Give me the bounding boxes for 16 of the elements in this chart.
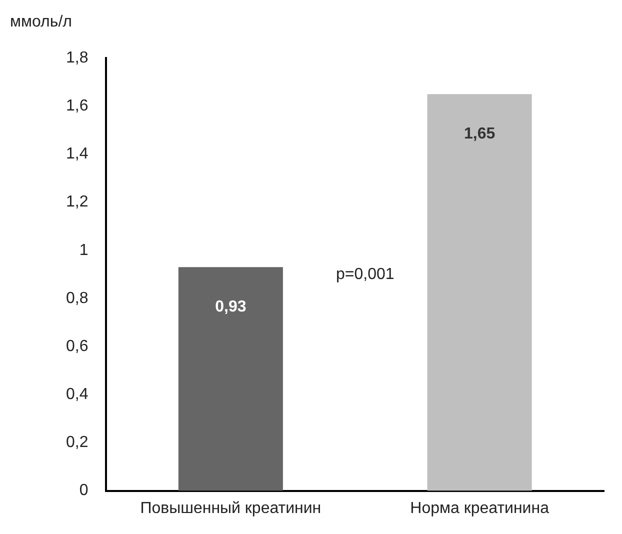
x-tick-label: Норма креатинина — [410, 500, 550, 517]
y-tick-label: 0,2 — [66, 434, 88, 452]
y-tick-label: 1,6 — [66, 97, 88, 114]
y-tick-label: 1,8 — [66, 49, 88, 66]
y-tick-label: 0,6 — [66, 338, 88, 355]
x-tick-label: Повышенный креатинин — [140, 500, 322, 517]
data-label: 1,65 — [464, 125, 496, 142]
y-tick-label: 1 — [79, 242, 88, 259]
y-tick-label: 1,4 — [66, 146, 88, 163]
annotation: p=0,001 — [336, 266, 394, 283]
y-tick-label: 1,2 — [66, 194, 88, 211]
data-label: 0,93 — [215, 298, 246, 316]
y-tick-label: 0,4 — [66, 386, 88, 404]
y-tick-label: 0 — [79, 482, 88, 500]
y-tick-label: 0,8 — [66, 290, 88, 307]
y-axis-title: ммоль/л — [10, 13, 72, 30]
